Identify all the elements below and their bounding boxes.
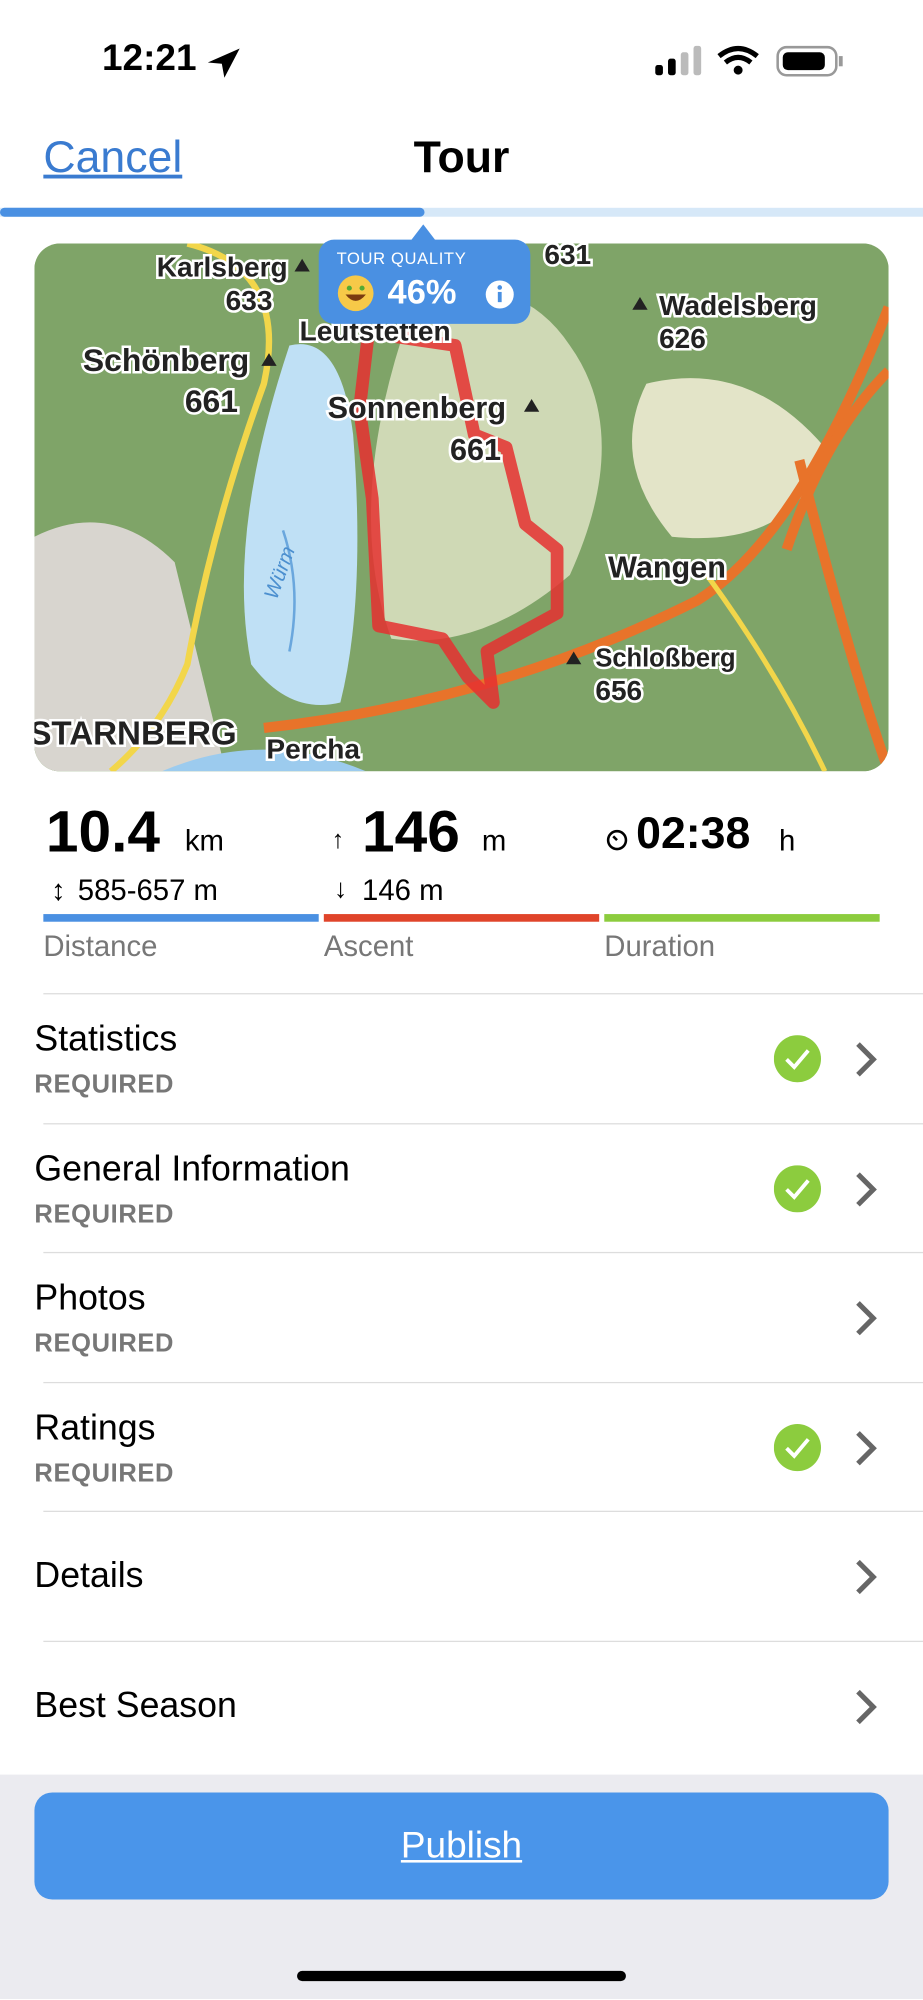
duration-value: 02:38 bbox=[636, 808, 751, 858]
menu-row[interactable]: Ratings REQUIRED bbox=[0, 1381, 923, 1511]
row-title: Ratings bbox=[34, 1407, 156, 1447]
map-label: Sonnenberg bbox=[328, 391, 506, 425]
row-title: Statistics bbox=[34, 1018, 178, 1059]
row-divider bbox=[43, 1122, 923, 1124]
row-divider bbox=[43, 1381, 923, 1383]
info-icon[interactable] bbox=[484, 279, 515, 310]
map-label: Schönberg bbox=[83, 342, 249, 378]
menu-row[interactable]: General Information REQUIRED bbox=[0, 1122, 923, 1252]
tour-quality-badge[interactable]: TOUR QUALITY 46% bbox=[318, 224, 531, 324]
arrow: ↓ bbox=[334, 874, 348, 904]
menu-row[interactable]: Photos REQUIRED bbox=[0, 1252, 923, 1381]
peak-markers bbox=[261, 258, 648, 665]
quality-value: 46% bbox=[387, 272, 457, 312]
clock-icon bbox=[606, 829, 628, 851]
ascent-value: 146 bbox=[362, 798, 460, 865]
chevron bbox=[852, 1429, 880, 1467]
row-title: Best Season bbox=[34, 1685, 237, 1725]
status-icons bbox=[655, 45, 843, 77]
map-label: 656 bbox=[595, 675, 642, 706]
ascent-unit: m bbox=[481, 823, 507, 857]
status-time: 12:21 bbox=[101, 38, 197, 80]
cancel-button[interactable]: Cancel bbox=[43, 132, 183, 183]
menu-row[interactable]: Statistics REQUIRED bbox=[0, 993, 923, 1122]
row-subtitle: REQUIRED bbox=[34, 1459, 175, 1488]
menu-row[interactable]: Details bbox=[0, 1511, 923, 1640]
arrow: ↑ bbox=[331, 826, 345, 855]
check-icon bbox=[773, 1035, 822, 1083]
elevation-range: 585-657 m bbox=[77, 873, 218, 907]
nav-title: Tour bbox=[413, 132, 510, 183]
distance-value: 10.4 bbox=[45, 798, 161, 865]
row-subtitle: REQUIRED bbox=[34, 1200, 175, 1229]
row-subtitle: REQUIRED bbox=[34, 1070, 175, 1099]
arrow: ↕ bbox=[50, 873, 66, 907]
descent-value: 146 m bbox=[362, 873, 444, 907]
map-label: 661 bbox=[185, 383, 238, 419]
map-label: Karlsberg bbox=[157, 252, 288, 283]
location-icon bbox=[207, 48, 240, 78]
chevron bbox=[852, 1040, 880, 1078]
map-label: 626 bbox=[659, 323, 706, 354]
chevron bbox=[852, 1170, 880, 1208]
chevron bbox=[852, 1558, 880, 1596]
map-label: Wadelsberg bbox=[659, 290, 817, 321]
row-divider bbox=[43, 993, 923, 995]
row-subtitle: REQUIRED bbox=[34, 1329, 175, 1358]
row-divider bbox=[43, 1511, 923, 1513]
map-label: STARNBERG bbox=[34, 716, 236, 753]
map-label: Wangen bbox=[608, 551, 726, 585]
check-icon bbox=[773, 1423, 822, 1471]
check-icon bbox=[773, 1164, 822, 1212]
home-indicator bbox=[297, 1970, 626, 1982]
row-title: General Information bbox=[34, 1148, 350, 1188]
row-title: Details bbox=[34, 1555, 144, 1596]
map-label: Schloßberg bbox=[595, 645, 735, 673]
map-label: Percha bbox=[266, 734, 360, 765]
row-divider bbox=[43, 1252, 923, 1254]
publish-button[interactable]: Publish bbox=[34, 1792, 889, 1900]
row-divider bbox=[43, 1640, 923, 1643]
distance-bar bbox=[43, 914, 319, 922]
stat-label: Distance bbox=[43, 929, 158, 963]
row-title: Photos bbox=[34, 1277, 146, 1318]
progress-track bbox=[0, 207, 923, 217]
stat-label: Ascent bbox=[323, 929, 414, 963]
chevron bbox=[852, 1688, 880, 1726]
emoji bbox=[337, 275, 374, 312]
map-label: 633 bbox=[226, 285, 273, 316]
duration-unit: h bbox=[778, 823, 796, 857]
map[interactable]: Karlsberg 633 631 Wadelsberg 626 Schönbe… bbox=[34, 243, 889, 772]
menu-row[interactable]: Best Season bbox=[0, 1640, 923, 1770]
duration-bar bbox=[604, 914, 880, 922]
progress-fill bbox=[0, 207, 425, 217]
badge-pointer bbox=[410, 224, 437, 241]
ascent-bar bbox=[323, 914, 600, 922]
quality-label: TOUR QUALITY bbox=[336, 248, 467, 268]
stat-label: Duration bbox=[604, 929, 716, 963]
distance-unit: km bbox=[184, 823, 224, 857]
map-label: 631 bbox=[544, 243, 591, 269]
map-label: 661 bbox=[450, 433, 501, 467]
chevron bbox=[852, 1299, 880, 1337]
